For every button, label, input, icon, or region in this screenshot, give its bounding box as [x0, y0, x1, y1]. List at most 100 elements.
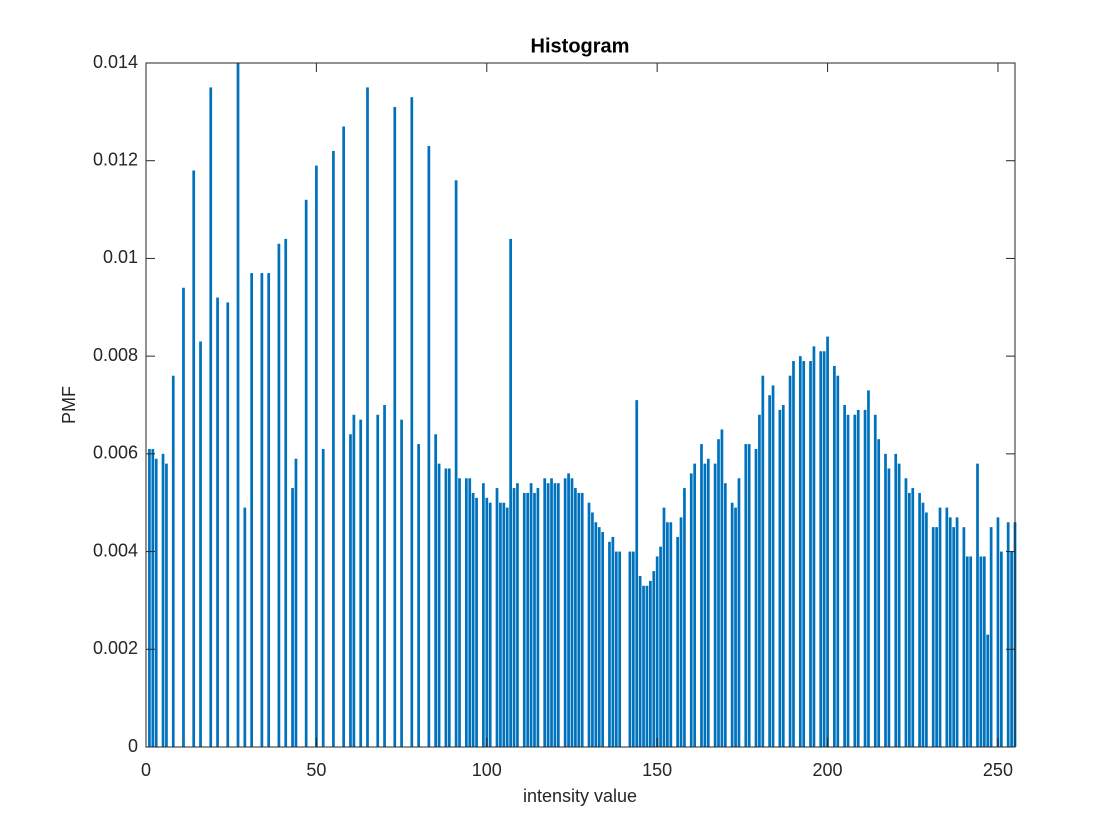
- bar: [679, 517, 683, 747]
- bar: [638, 576, 642, 747]
- bar: [563, 478, 567, 747]
- bar: [781, 405, 785, 747]
- bar: [662, 507, 666, 747]
- bar: [553, 483, 557, 747]
- bar: [502, 502, 506, 747]
- bar: [342, 126, 346, 747]
- bar: [499, 502, 502, 747]
- bar: [464, 478, 468, 747]
- y-tick-label: 0: [128, 736, 138, 756]
- bar: [863, 409, 867, 747]
- bar: [182, 287, 185, 747]
- bar: [730, 502, 734, 747]
- bar: [277, 243, 281, 747]
- bar: [587, 502, 591, 747]
- bar: [608, 541, 611, 747]
- bar: [216, 297, 219, 747]
- bar: [482, 483, 485, 747]
- bar: [250, 273, 254, 747]
- bar: [505, 507, 509, 747]
- bar: [628, 551, 632, 747]
- axes-box: [145, 62, 1016, 748]
- x-tick-label: 100: [472, 760, 502, 780]
- bar: [529, 483, 533, 747]
- bar: [720, 429, 724, 747]
- bar: [349, 434, 352, 747]
- y-tick-label: 0.012: [93, 149, 138, 169]
- bar: [543, 478, 547, 747]
- bar: [577, 492, 581, 747]
- bar: [904, 478, 908, 747]
- bar: [802, 361, 806, 747]
- bar: [468, 478, 472, 747]
- bar: [761, 375, 765, 747]
- y-tick-label: 0.008: [93, 345, 138, 365]
- bar: [771, 385, 775, 747]
- bar: [962, 527, 966, 747]
- bar: [434, 434, 438, 747]
- bar: [591, 512, 594, 747]
- bar: [1000, 551, 1003, 747]
- bar: [315, 165, 318, 748]
- bar: [1006, 522, 1010, 747]
- bar: [921, 502, 925, 747]
- bar: [512, 488, 516, 747]
- y-tick-label: 0.002: [93, 638, 138, 658]
- bar: [516, 483, 519, 747]
- bar: [495, 488, 499, 747]
- bar: [822, 351, 826, 747]
- bar: [243, 507, 247, 747]
- bar: [533, 492, 536, 747]
- bar: [945, 507, 949, 747]
- bar: [171, 375, 175, 747]
- bar: [597, 527, 601, 747]
- x-tick-label: 50: [306, 760, 326, 780]
- bar: [304, 199, 308, 748]
- bar: [580, 492, 584, 747]
- bar: [594, 522, 598, 747]
- bar: [877, 439, 881, 747]
- bar: [454, 180, 458, 747]
- bar: [631, 551, 635, 747]
- bar: [410, 97, 414, 747]
- bar: [955, 517, 959, 747]
- bar: [911, 488, 915, 747]
- bar: [148, 448, 151, 747]
- x-axis-label: intensity value: [523, 786, 637, 806]
- bar: [853, 414, 857, 747]
- bar: [209, 87, 213, 747]
- bar: [894, 453, 898, 747]
- bar: [717, 439, 720, 747]
- bar: [754, 448, 758, 747]
- bar: [526, 492, 530, 747]
- bar: [982, 556, 986, 747]
- bar: [154, 458, 158, 747]
- x-tick-label: 150: [642, 760, 672, 780]
- bar: [792, 361, 795, 747]
- bar: [836, 375, 840, 747]
- bar: [161, 453, 165, 747]
- bar: [778, 409, 782, 747]
- bar: [475, 497, 478, 747]
- bar: [267, 273, 271, 747]
- bar: [986, 634, 990, 747]
- bar: [700, 444, 703, 747]
- bar: [979, 556, 983, 747]
- bar: [897, 463, 901, 747]
- bar: [935, 527, 938, 747]
- bar: [683, 488, 686, 747]
- bar: [488, 502, 492, 747]
- bar: [352, 414, 356, 747]
- bar: [260, 273, 264, 747]
- bar: [965, 556, 969, 747]
- bar: [652, 571, 656, 747]
- bar: [437, 463, 441, 747]
- bar: [846, 414, 850, 747]
- bar: [689, 473, 693, 747]
- bar: [758, 414, 761, 747]
- bar: [570, 478, 574, 747]
- bar: [938, 507, 942, 747]
- bar: [635, 400, 639, 747]
- bar: [809, 361, 812, 747]
